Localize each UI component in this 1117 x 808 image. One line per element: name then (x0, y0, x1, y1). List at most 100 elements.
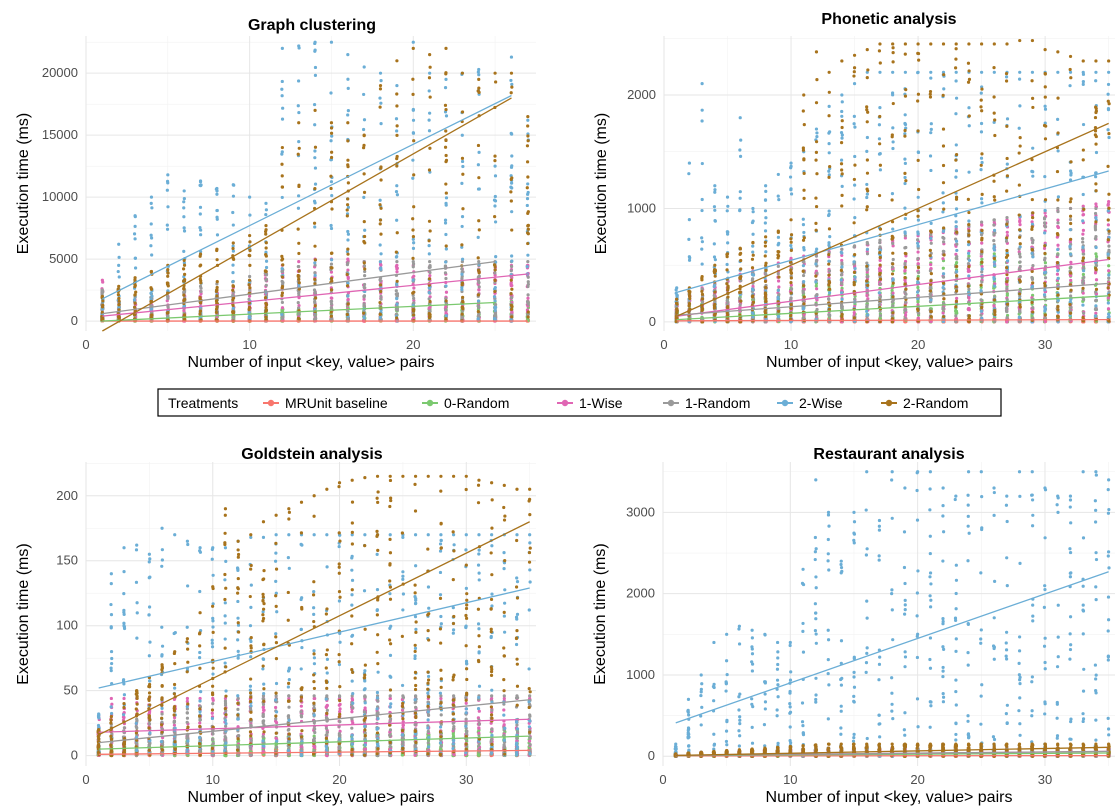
data-point (362, 220, 366, 224)
data-point (297, 194, 301, 198)
data-point (526, 296, 530, 300)
data-point (444, 314, 448, 318)
data-point (427, 219, 432, 223)
data-point (346, 261, 350, 265)
data-point (330, 193, 334, 198)
data-point (509, 303, 513, 307)
data-point (903, 268, 907, 272)
data-point (379, 166, 383, 170)
data-point (346, 52, 350, 57)
data-point (313, 244, 317, 248)
data-point (444, 182, 448, 186)
data-point (313, 301, 317, 305)
data-point (345, 272, 349, 277)
data-point (150, 206, 154, 210)
data-point (248, 248, 252, 253)
data-point (363, 267, 367, 271)
data-point (461, 299, 465, 304)
data-point (801, 273, 806, 278)
data-point (827, 212, 831, 217)
data-point (477, 86, 481, 90)
data-point (827, 269, 832, 273)
data-point (866, 274, 870, 279)
data-point (763, 221, 767, 225)
data-point (904, 245, 908, 250)
data-point (378, 87, 383, 91)
data-point (526, 139, 530, 143)
data-point (313, 156, 317, 160)
data-point (738, 303, 742, 307)
data-point (492, 263, 497, 267)
data-point (362, 311, 366, 315)
data-point (726, 204, 730, 208)
data-point (916, 316, 920, 320)
data-point (444, 284, 448, 288)
data-point (526, 175, 530, 179)
data-point (182, 215, 186, 219)
data-point (1018, 255, 1022, 259)
data-point (712, 293, 716, 298)
data-point (198, 179, 203, 183)
data-point (412, 286, 416, 290)
data-point (1030, 236, 1034, 241)
data-point (166, 305, 170, 309)
data-point (526, 284, 530, 289)
data-point (801, 291, 805, 295)
data-point (411, 217, 415, 221)
data-point (428, 52, 432, 57)
data-point (891, 241, 895, 246)
data-point (814, 127, 819, 131)
data-point (313, 108, 317, 112)
data-point (329, 296, 333, 300)
data-point (116, 293, 120, 297)
data-point (100, 294, 104, 298)
data-point (101, 317, 105, 321)
data-point (1030, 277, 1035, 282)
data-point (460, 133, 464, 137)
data-point (510, 82, 514, 87)
data-point (443, 103, 448, 107)
data-point (395, 92, 399, 96)
data-point (117, 255, 121, 259)
data-point (764, 216, 768, 220)
data-point (738, 296, 742, 300)
data-point (509, 280, 513, 285)
data-point (264, 241, 268, 245)
data-point (182, 200, 186, 204)
data-point (789, 166, 793, 170)
data-point (411, 313, 416, 317)
data-point (675, 286, 679, 290)
y-tick-label: 5000 (49, 251, 78, 266)
data-point (827, 141, 831, 146)
data-point (1042, 217, 1047, 221)
data-point (248, 233, 252, 238)
data-point (296, 152, 300, 156)
data-point (1017, 252, 1022, 256)
data-point (133, 214, 137, 218)
data-point (526, 293, 530, 297)
data-point (132, 232, 137, 236)
data-point (379, 101, 383, 105)
data-point (280, 195, 284, 200)
data-point (198, 312, 202, 316)
data-point (362, 282, 367, 287)
data-point (815, 307, 819, 312)
data-point (296, 274, 300, 278)
data-point (827, 243, 831, 247)
data-point (992, 239, 996, 243)
data-point (231, 194, 236, 198)
data-point (878, 238, 882, 242)
data-point (1005, 297, 1009, 302)
y-tick-label: 0 (71, 313, 78, 328)
data-point (776, 288, 780, 292)
data-point (789, 287, 794, 291)
data-point (1081, 272, 1085, 277)
data-point (313, 123, 317, 127)
data-point (954, 310, 959, 314)
data-point (764, 250, 768, 254)
data-point (1107, 264, 1111, 268)
data-point (840, 247, 844, 251)
data-point (477, 150, 481, 154)
data-point (313, 49, 317, 53)
data-point (460, 159, 465, 164)
